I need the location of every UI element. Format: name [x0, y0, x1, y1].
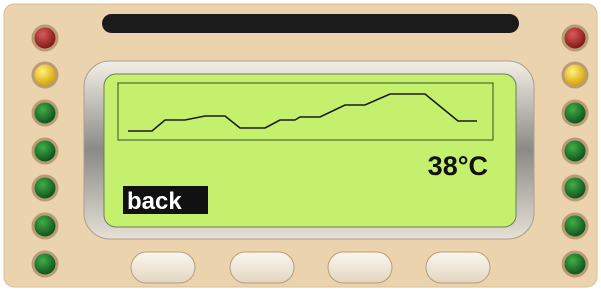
led-green [33, 176, 57, 200]
soft-key[interactable] [426, 252, 490, 283]
led-green [33, 214, 57, 238]
led-green [563, 101, 587, 125]
soft-key[interactable] [131, 252, 195, 283]
led-yellow [563, 63, 587, 87]
slot [102, 14, 519, 33]
temperature-readout: 38°C [428, 151, 488, 181]
back-button[interactable]: back [123, 186, 208, 215]
led-red [33, 26, 57, 50]
led-green [563, 214, 587, 238]
device-panel: 38°C back [0, 0, 601, 291]
led-green [33, 139, 57, 163]
led-green [33, 101, 57, 125]
led-green [563, 176, 587, 200]
back-button-label[interactable]: back [127, 188, 182, 215]
led-green [563, 139, 587, 163]
soft-key[interactable] [328, 252, 392, 283]
led-green [33, 252, 57, 276]
led-green [563, 252, 587, 276]
soft-key[interactable] [230, 252, 294, 283]
led-yellow [33, 63, 57, 87]
led-red [563, 26, 587, 50]
